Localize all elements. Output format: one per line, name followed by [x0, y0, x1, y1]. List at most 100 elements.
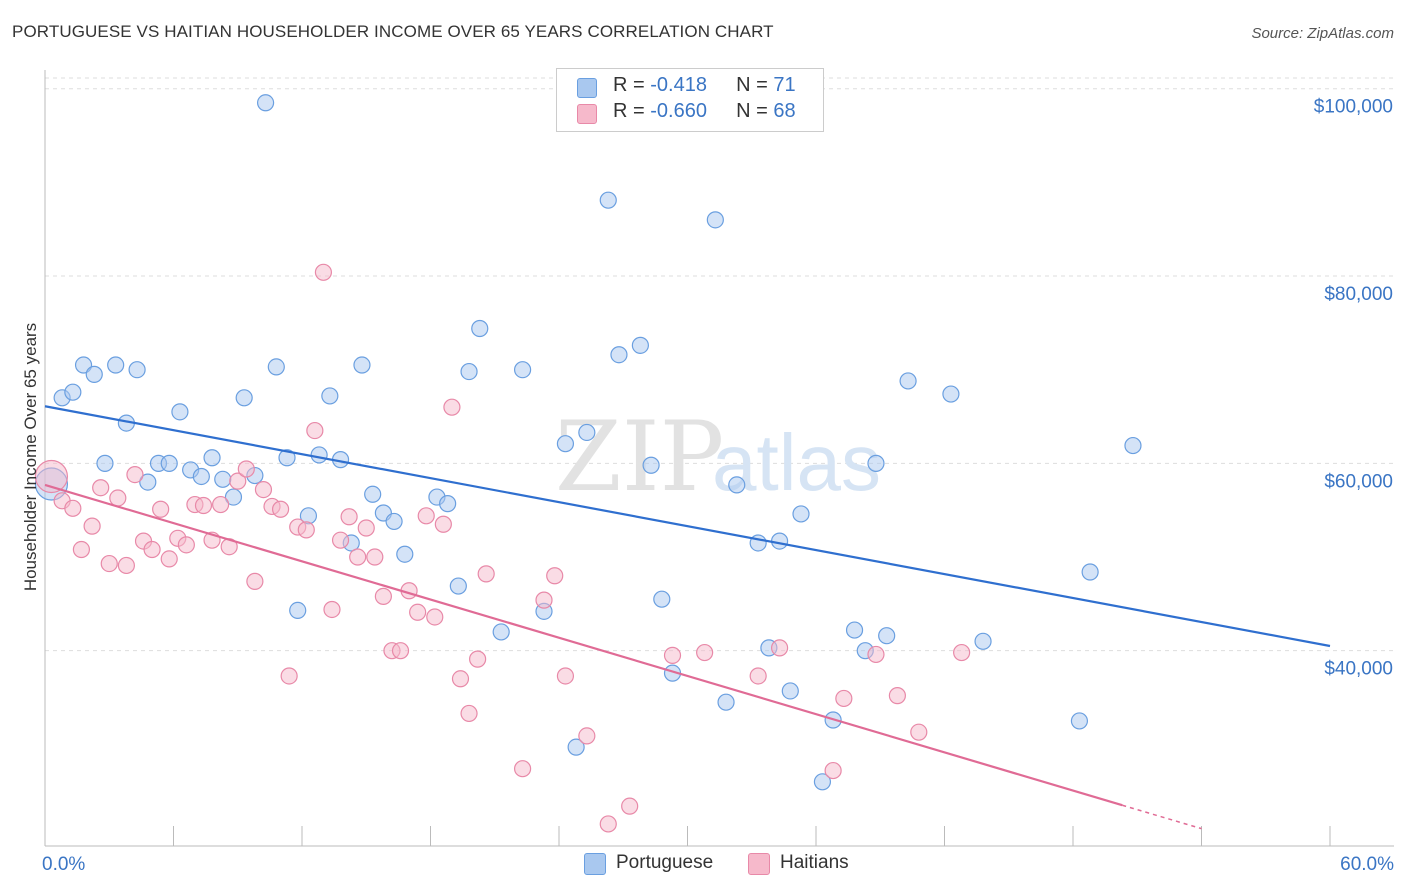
point-haitians	[469, 650, 487, 668]
point-portuguese	[278, 449, 296, 467]
point-haitians	[357, 519, 375, 537]
point-portuguese	[792, 505, 810, 523]
point-portuguese	[878, 627, 896, 645]
point-haitians	[92, 479, 110, 497]
watermark-zip: ZIP	[555, 401, 724, 513]
point-portuguese	[845, 621, 864, 639]
source-label: Source: ZipAtlas.com	[1251, 25, 1394, 42]
trend-lines	[44, 405, 1331, 830]
point-haitians	[143, 540, 161, 559]
point-haitians	[331, 531, 350, 549]
point-portuguese	[96, 454, 114, 472]
point-portuguese	[396, 545, 414, 563]
point-haitians	[477, 565, 495, 583]
point-portuguese	[974, 632, 992, 650]
point-portuguese	[192, 467, 210, 486]
point-portuguese	[449, 577, 467, 595]
point-haitians	[160, 550, 178, 568]
point-haitians	[513, 760, 532, 778]
point-haitians	[323, 600, 341, 619]
point-haitians	[246, 572, 264, 590]
y-tick-label: $40,000	[1324, 659, 1393, 680]
point-portuguese	[867, 454, 885, 472]
legend-n-value: 71	[773, 74, 796, 96]
legend-r-value: -0.660	[650, 100, 707, 122]
point-portuguese	[556, 435, 575, 453]
point-haitians	[194, 496, 213, 515]
point-portuguese	[321, 387, 339, 405]
bottom-legend-label-portuguese: Portuguese	[616, 852, 714, 873]
legend-swatch-portuguese	[577, 78, 597, 98]
point-portuguese	[642, 456, 660, 474]
watermark-atlas: atlas	[712, 418, 881, 507]
point-haitians	[546, 567, 564, 585]
point-haitians	[229, 472, 247, 490]
point-haitians	[749, 667, 767, 685]
point-portuguese	[256, 94, 275, 112]
x-tick-label-min: 0.0%	[42, 854, 85, 875]
point-haitians	[349, 548, 367, 566]
point-portuguese	[214, 470, 232, 488]
bottom-legend-label-haitians: Haitians	[780, 852, 849, 873]
point-haitians	[535, 591, 553, 609]
point-portuguese	[578, 423, 596, 442]
point-haitians	[117, 556, 135, 575]
point-portuguese	[289, 601, 307, 620]
point-haitians	[366, 548, 384, 566]
point-portuguese	[460, 362, 478, 381]
point-portuguese	[128, 361, 146, 379]
point-haitians	[770, 639, 789, 657]
point-haitians	[696, 643, 714, 662]
point-portuguese	[267, 358, 285, 376]
point-portuguese	[728, 476, 746, 494]
point-haitians	[100, 554, 118, 573]
point-portuguese	[1124, 436, 1142, 455]
point-portuguese	[1070, 712, 1089, 730]
point-portuguese	[85, 365, 103, 383]
trend-line-extension-haitians	[1122, 804, 1202, 830]
point-haitians	[451, 670, 470, 688]
point-haitians	[340, 508, 358, 526]
legend-n-value: 68	[773, 100, 796, 122]
legend-n-label: N =	[736, 100, 774, 122]
point-haitians	[621, 797, 639, 815]
point-portuguese	[706, 211, 724, 229]
point-portuguese	[631, 336, 649, 354]
point-portuguese	[781, 682, 799, 700]
axes	[44, 70, 1394, 847]
point-portuguese	[139, 473, 157, 491]
trend-line-portuguese	[44, 405, 1331, 648]
point-haitians	[867, 645, 885, 664]
point-portuguese	[471, 319, 489, 338]
point-haitians	[888, 687, 906, 705]
point-haitians	[409, 603, 427, 621]
point-portuguese	[353, 356, 371, 374]
point-haitians	[835, 689, 853, 708]
point-haitians	[953, 643, 971, 662]
point-haitians	[64, 499, 82, 517]
point-portuguese	[1081, 563, 1099, 581]
legend-swatch-haitians	[577, 104, 597, 124]
point-portuguese	[385, 512, 403, 531]
point-haitians	[417, 507, 435, 525]
legend-r-label: R =	[613, 74, 651, 96]
point-haitians	[297, 521, 315, 539]
point-haitians	[663, 646, 682, 664]
y-axis-label: Householder Income Over 65 years	[21, 323, 40, 591]
legend-n-label: N =	[736, 74, 774, 96]
bottom-legend-swatch-portuguese	[584, 853, 606, 875]
watermark: ZIP atlas	[555, 401, 881, 513]
point-haitians	[280, 667, 298, 685]
trend-line-haitians	[44, 483, 1123, 807]
chart-title: PORTUGUESE VS HAITIAN HOUSEHOLDER INCOME…	[12, 22, 774, 41]
point-haitians	[460, 704, 478, 723]
point-portuguese	[813, 773, 832, 791]
point-portuguese	[64, 383, 82, 401]
point-haitians	[306, 421, 324, 440]
y-tick-label: $100,000	[1314, 97, 1393, 118]
y-tick-label: $60,000	[1324, 471, 1393, 492]
point-haitians	[426, 608, 444, 626]
y-tick-label: $80,000	[1324, 284, 1393, 305]
point-haitians	[152, 500, 170, 518]
